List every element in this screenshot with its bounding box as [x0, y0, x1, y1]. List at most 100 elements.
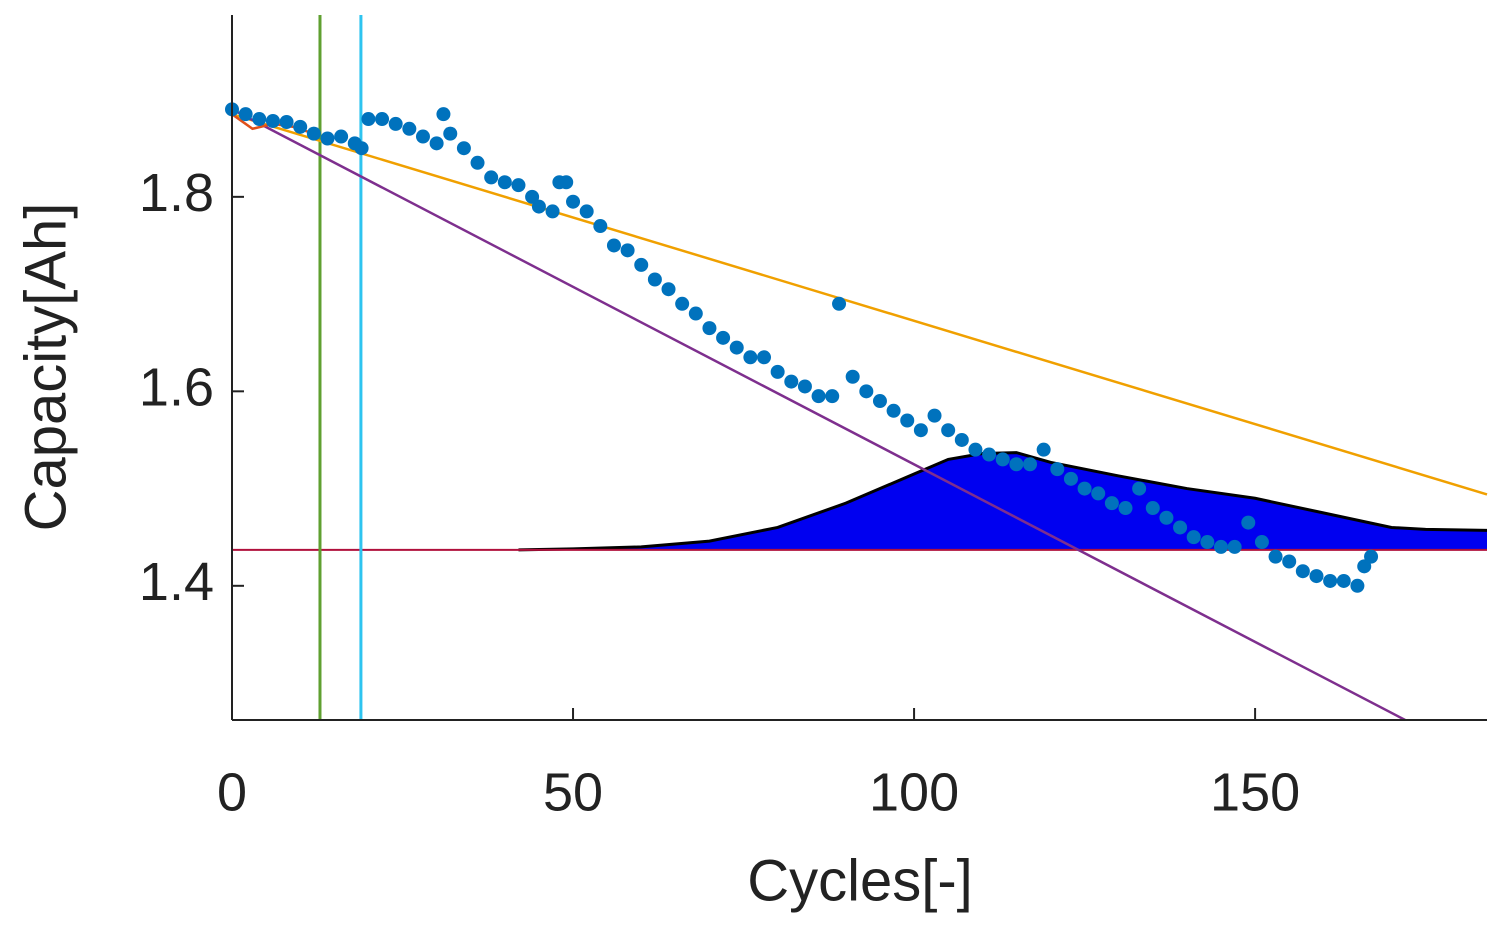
x-axis-label: Cycles[-]	[747, 848, 973, 913]
point	[293, 119, 308, 134]
point	[579, 204, 594, 219]
point	[1268, 549, 1283, 564]
point	[688, 306, 703, 321]
point	[729, 340, 744, 355]
x-tick-label: 0	[217, 762, 247, 822]
point	[832, 296, 847, 311]
point	[531, 199, 546, 214]
point	[375, 112, 390, 127]
point	[429, 136, 444, 151]
point	[743, 350, 758, 365]
x-tick-label: 150	[1210, 762, 1300, 822]
point	[995, 452, 1010, 467]
point	[443, 126, 458, 141]
point	[811, 389, 826, 404]
point	[784, 374, 799, 389]
point	[1336, 573, 1351, 588]
point	[886, 403, 901, 418]
line	[231, 112, 1488, 496]
point	[545, 204, 560, 219]
point	[913, 423, 928, 438]
y-tick-label: 1.6	[139, 358, 214, 418]
point	[1050, 462, 1065, 477]
y-tick-label: 1.8	[139, 163, 214, 223]
y-axis-label: Capacity[Ah]	[13, 203, 78, 532]
point	[941, 423, 956, 438]
point	[320, 131, 335, 146]
point	[872, 394, 887, 409]
point	[1009, 457, 1024, 472]
point	[415, 129, 430, 144]
x-tick-label: 100	[869, 762, 959, 822]
point	[634, 257, 649, 272]
point	[1241, 515, 1256, 530]
point	[927, 408, 942, 423]
point	[968, 442, 983, 457]
point	[497, 175, 512, 190]
point	[1364, 549, 1379, 564]
point	[1295, 564, 1310, 579]
point	[334, 129, 349, 144]
point	[675, 296, 690, 311]
point	[1282, 554, 1297, 569]
point	[716, 330, 731, 345]
point	[402, 121, 417, 136]
point	[470, 155, 485, 170]
point	[525, 189, 540, 204]
point	[702, 321, 717, 336]
point	[661, 282, 676, 297]
point	[845, 369, 860, 384]
point	[1145, 501, 1160, 516]
point	[1104, 496, 1119, 511]
point	[606, 238, 621, 253]
point	[456, 141, 471, 156]
point	[1118, 501, 1133, 516]
point	[1200, 535, 1215, 550]
point	[1186, 530, 1201, 545]
point	[1173, 520, 1188, 535]
point	[1077, 481, 1092, 496]
point	[511, 178, 526, 193]
point	[1023, 457, 1038, 472]
point	[620, 243, 635, 258]
point	[954, 432, 969, 447]
point	[436, 107, 451, 122]
point	[647, 272, 662, 287]
point	[859, 384, 874, 399]
y-tick-label: 1.4	[139, 552, 214, 612]
point	[797, 379, 812, 394]
point	[1350, 578, 1365, 593]
area	[518, 452, 1487, 550]
point	[593, 219, 608, 234]
point	[238, 107, 253, 122]
point	[1036, 442, 1051, 457]
point	[1213, 539, 1228, 554]
x-tick-label: 50	[543, 762, 603, 822]
point	[354, 141, 369, 156]
point	[361, 112, 376, 127]
point	[566, 194, 581, 209]
point	[484, 170, 499, 185]
point	[1159, 510, 1174, 525]
point	[1227, 539, 1242, 554]
point	[825, 389, 840, 404]
point	[770, 364, 785, 379]
line	[231, 108, 1406, 722]
point	[265, 113, 280, 128]
point	[1254, 535, 1269, 550]
point	[1323, 573, 1338, 588]
point	[559, 175, 574, 190]
point	[279, 114, 294, 129]
point	[252, 112, 267, 127]
point	[900, 413, 915, 428]
point	[388, 116, 403, 131]
point	[1091, 486, 1106, 501]
point	[1132, 481, 1147, 496]
area-edge	[518, 451, 1488, 552]
point	[1063, 471, 1078, 486]
point	[1309, 569, 1324, 584]
point	[306, 126, 321, 141]
point	[982, 447, 997, 462]
